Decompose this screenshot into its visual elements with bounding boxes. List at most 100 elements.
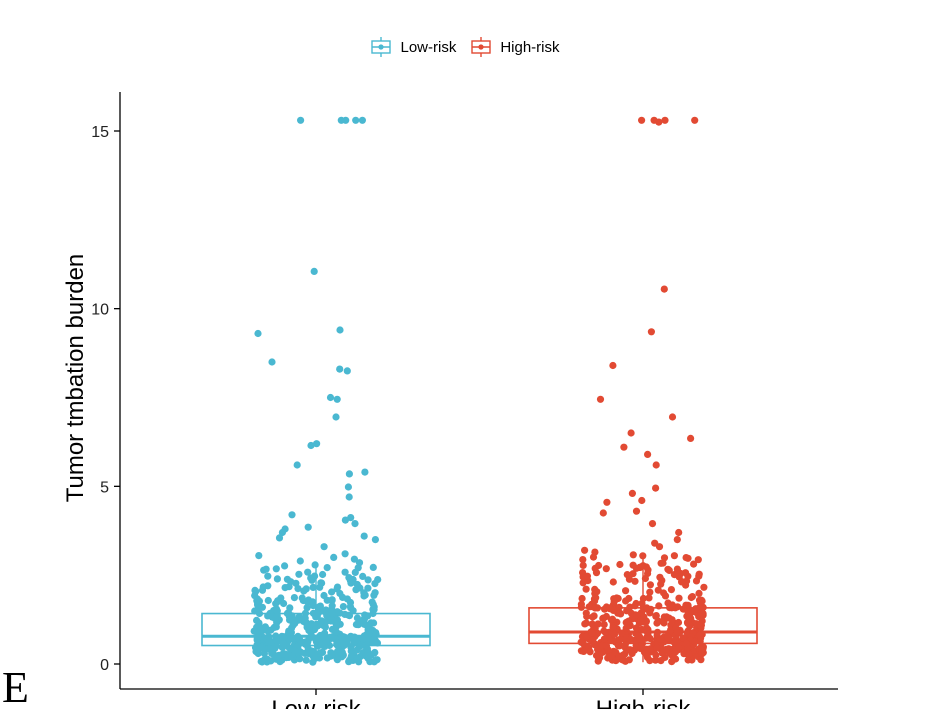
data-point (691, 638, 699, 646)
data-point (328, 602, 336, 610)
data-point (290, 616, 298, 625)
outlier-point (332, 413, 340, 421)
outlier-point (644, 450, 652, 458)
outlier-point (358, 116, 366, 124)
data-point (639, 562, 647, 570)
data-point (315, 603, 323, 611)
data-point (321, 623, 329, 631)
data-point (350, 633, 359, 641)
data-point (585, 603, 593, 611)
data-point (646, 588, 654, 596)
data-point (286, 604, 294, 612)
outlier-point (342, 116, 350, 124)
legend-label-high-risk: High-risk (500, 38, 560, 56)
data-point (341, 568, 349, 576)
data-point (660, 589, 668, 597)
data-point (627, 635, 635, 644)
data-point (660, 554, 669, 562)
data-point (594, 620, 602, 628)
data-point (272, 632, 280, 640)
outlier-point (581, 546, 589, 554)
data-point (355, 643, 364, 651)
data-point (646, 609, 654, 617)
data-point (637, 616, 645, 625)
data-point (365, 631, 373, 639)
data-point (580, 647, 588, 656)
data-point (600, 621, 608, 629)
legend-item-high-risk[interactable]: High-risk (470, 36, 560, 58)
outlier-point (307, 441, 315, 450)
data-point (302, 656, 310, 664)
data-point (621, 641, 629, 649)
outlier-point (361, 468, 369, 476)
data-point (328, 650, 336, 658)
data-point (637, 643, 645, 651)
data-point (688, 607, 696, 615)
data-point (311, 572, 319, 580)
data-point (314, 620, 323, 628)
data-point (301, 614, 309, 622)
data-point (588, 620, 596, 628)
data-point (636, 635, 644, 643)
y-tick-label: 5 (100, 479, 109, 496)
outlier-point (310, 267, 318, 275)
data-point (273, 575, 281, 583)
outlier-point (254, 329, 262, 338)
outlier-point (288, 511, 296, 519)
data-point (589, 613, 597, 621)
data-point (608, 615, 617, 623)
data-point (656, 573, 664, 581)
data-point (347, 579, 355, 587)
data-point (359, 572, 367, 581)
data-point (274, 597, 282, 605)
data-point (697, 609, 705, 617)
outlier-point (255, 552, 263, 560)
data-point (633, 611, 641, 619)
y-tick-label: 15 (91, 124, 109, 141)
outlier-point (652, 461, 660, 469)
data-point (303, 604, 311, 612)
outlier-point (647, 328, 656, 336)
data-point (641, 574, 650, 583)
data-point (317, 641, 325, 649)
outlier-point (638, 116, 646, 124)
outlier-point (360, 532, 368, 540)
outlier-point (268, 358, 276, 366)
data-point (295, 570, 303, 578)
data-point (616, 609, 624, 617)
data-point (285, 644, 293, 652)
data-point (345, 658, 353, 666)
data-point (625, 594, 633, 603)
outlier-point (591, 548, 599, 556)
outlier-point (638, 496, 646, 505)
data-point (353, 654, 362, 662)
data-point (316, 649, 324, 657)
data-point (642, 650, 650, 658)
outlier-point (609, 361, 617, 370)
legend-item-low-risk[interactable]: Low-risk (370, 36, 456, 58)
data-point (652, 651, 660, 659)
data-point (592, 651, 601, 660)
outlier-point (660, 285, 668, 293)
data-point (697, 622, 705, 630)
data-point (281, 562, 289, 570)
data-point (592, 569, 601, 577)
data-point (607, 652, 615, 661)
data-point (272, 623, 280, 631)
data-point (369, 563, 377, 572)
data-point (274, 637, 282, 646)
data-point (628, 649, 636, 658)
data-point (295, 613, 303, 621)
data-point (654, 586, 662, 594)
data-point (361, 591, 369, 599)
outlier-point (304, 523, 312, 531)
data-point (316, 583, 324, 591)
data-point (682, 640, 691, 648)
data-point (602, 642, 611, 650)
data-point (255, 645, 263, 653)
data-point (583, 572, 592, 580)
data-point (364, 612, 372, 620)
data-point (253, 595, 261, 603)
data-point (259, 583, 267, 591)
